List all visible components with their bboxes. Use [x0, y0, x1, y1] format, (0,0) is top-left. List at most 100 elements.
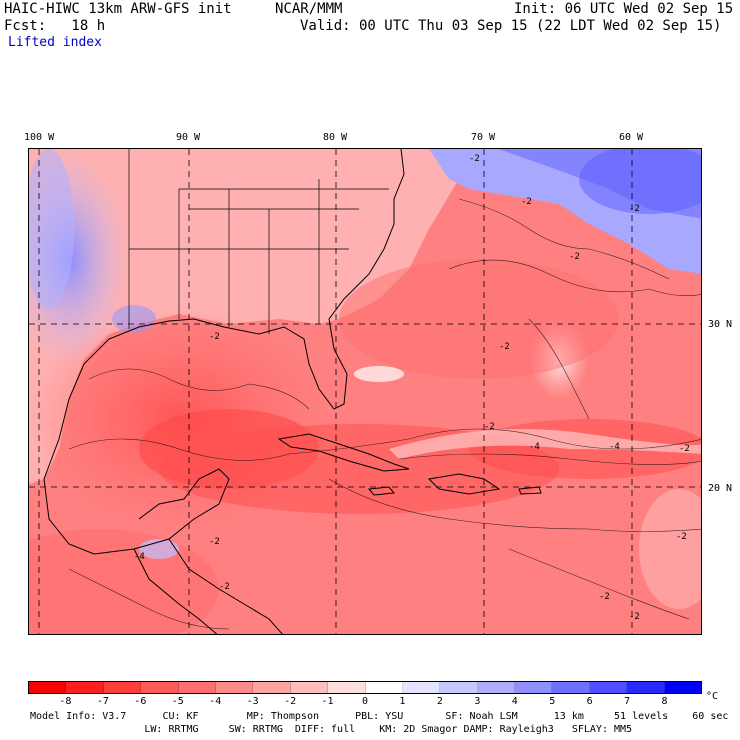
coastline-hispaniola: [427, 473, 501, 495]
colorbar-unit: °C: [706, 691, 719, 702]
colorbar-tick-label: -8: [59, 696, 72, 707]
field-us-landmass: [29, 149, 459, 484]
colorbar-tick-label: 4: [511, 696, 518, 707]
colorbar-segment: [627, 682, 665, 693]
lon-label-60w: 60 W: [619, 132, 644, 143]
contour-value-label: -2: [209, 332, 220, 342]
coastlines: [43, 149, 542, 634]
forecast-hour: Fcst: 18 h: [4, 18, 106, 34]
field-positive-central-america: [139, 539, 179, 559]
colorbar-segment: [515, 682, 553, 693]
colorbar-segment: [477, 682, 516, 693]
valid-time: Valid: 00 UTC Thu 03 Sep 15 (22 LDT Wed …: [300, 18, 722, 34]
colorbar-tick-label: 3: [474, 696, 481, 707]
contour-line: [528, 318, 590, 420]
lon-label-80w: 80 W: [323, 132, 348, 143]
contour-value-label: -2: [629, 204, 640, 214]
field-name: Lifted index: [8, 35, 102, 50]
lon-label-70w: 70 W: [471, 132, 496, 143]
organization-label: NCAR/MMM: [275, 1, 343, 17]
contour-value-label: -2: [629, 612, 640, 622]
colorbar-segment: [402, 682, 441, 693]
colorbar-tick-label: 7: [624, 696, 631, 707]
contour-value-label: -4: [134, 552, 145, 562]
contour-line: [88, 368, 310, 410]
coastline-puerto-rico: [518, 486, 542, 495]
colorbar-tick-label: -6: [134, 696, 147, 707]
contour-line: [398, 453, 701, 465]
field-dry-band: [389, 429, 701, 459]
map-canvas: -2 -2 -2 -2 -2 -2 -4 -4 -2 -2 -2 -4 -2 -2 -2 -2: [29, 149, 701, 634]
colorbar-segment: [589, 682, 628, 693]
coastline-central-america: [168, 538, 283, 634]
contour-value-label: -2: [219, 582, 230, 592]
coastline-jamaica: [368, 486, 395, 496]
coastline-cuba: [277, 433, 410, 472]
colorbar-segment: [328, 682, 366, 693]
colorbar-segment: [103, 682, 142, 693]
field-bahamas-light: [354, 366, 404, 382]
model-info-line1: Model Info: V3.7 CU: KF MP: Thompson PBL…: [30, 711, 729, 722]
colorbar-segment: [365, 682, 403, 693]
colorbar-segment: [141, 682, 179, 693]
colorbar-tick-label: -4: [209, 696, 222, 707]
contour-value-label: -2: [599, 592, 610, 602]
lifted-index-map: -2 -2 -2 -2 -2 -2 -4 -4 -2 -2 -2 -4 -2 -2 -2 -2: [28, 148, 702, 635]
lon-label-90w: 90 W: [176, 132, 201, 143]
contour-line: [448, 259, 701, 296]
colorbar-tick-label: 5: [549, 696, 556, 707]
coastline-mexico: [43, 468, 230, 555]
colorbar-segment: [290, 682, 329, 693]
contour-value-label: -2: [209, 537, 220, 547]
colorbar-segment: [440, 682, 478, 693]
colorbar-segment: [552, 682, 590, 693]
lat-label-20n: 20 N: [708, 483, 733, 494]
colorbar-tick-label: 0: [361, 696, 369, 707]
colorbar-tick-label: 6: [586, 696, 593, 707]
contour-value-label: -2: [569, 252, 580, 262]
lat-label-30n: 30 N: [708, 319, 733, 330]
colorbar-segment: [664, 682, 702, 693]
contour-value-label: -2: [499, 342, 510, 352]
contour-line: [408, 428, 701, 450]
colorbar: [28, 681, 702, 694]
init-time: Init: 06 UTC Wed 02 Sep 15: [514, 1, 734, 17]
colorbar-tick-label: -3: [246, 696, 259, 707]
colorbar-tick-label: 1: [399, 696, 406, 707]
contour-line: [328, 478, 701, 532]
model-title: HAIC-HIWC 13km ARW-GFS init: [4, 1, 232, 17]
contour-value-label: -4: [529, 442, 540, 452]
colorbar-segment: [66, 682, 104, 693]
contour-line: [68, 438, 410, 461]
colorbar-segment: [253, 682, 291, 693]
contour-line: [68, 568, 230, 630]
contours: [68, 198, 701, 630]
field-western-atlantic: [339, 259, 619, 379]
field-positive-texas: [29, 149, 74, 309]
model-info-line2: LW: RRTMG SW: RRTMG DIFF: full KM: 2D Sm…: [30, 724, 633, 735]
colorbar-segment: [178, 682, 216, 693]
colorbar-tick-label: -7: [96, 696, 109, 707]
colorbar-tick-label: -5: [171, 696, 184, 707]
contour-value-label: -2: [469, 154, 480, 164]
graticule: [29, 149, 701, 634]
coastline-pacific: [133, 548, 218, 634]
contour-value-label: -2: [679, 444, 690, 454]
colorbar-tick-label: 8: [661, 696, 668, 707]
contour-labels: -2 -2 -2 -2 -2 -2 -4 -4 -2 -2 -2 -4 -2 -2 -2 -2: [134, 154, 690, 622]
contour-value-label: -4: [609, 442, 620, 452]
field-positive-max: [579, 149, 701, 214]
field-east-lighter: [639, 489, 701, 609]
colorbar-tick-label: -2: [284, 696, 297, 707]
contour-value-label: -2: [521, 197, 532, 207]
contour-value-label: -2: [676, 532, 687, 542]
contour-value-label: -2: [484, 422, 495, 432]
state-boundaries: [128, 149, 389, 334]
colorbar-tick-label: 2: [436, 696, 443, 707]
colorbar-segment: [29, 682, 67, 693]
contour-line: [508, 548, 690, 620]
lon-label-100w: 100 W: [24, 132, 55, 143]
coastline-us: [43, 149, 405, 480]
colorbar-segment: [215, 682, 254, 693]
colorbar-tick-label: -1: [321, 696, 334, 707]
